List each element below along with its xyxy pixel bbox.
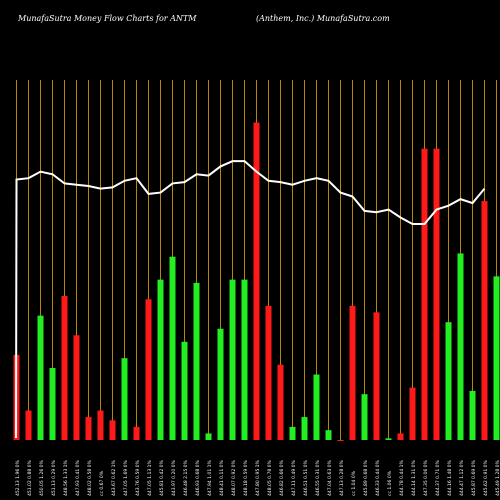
bar: [361, 394, 368, 440]
bar: [481, 201, 488, 440]
bar: [73, 335, 80, 440]
x-tick-label: 447.05 1.13 1%: [147, 460, 153, 496]
x-tick-label: cc 0.67 0%: [99, 470, 105, 496]
bar: [313, 374, 320, 440]
price-line: [15, 160, 486, 439]
x-tick-label: 447.13 0.28 0%: [339, 460, 345, 496]
x-tick-label: 444.47 1.12 0%: [459, 460, 465, 496]
bar: [301, 417, 308, 440]
bar: [337, 440, 344, 441]
bar: [181, 341, 188, 440]
x-tick-label: 448.05 0.78 0%: [267, 460, 273, 496]
bar: [193, 282, 200, 440]
x-tick-label: 446.82 0.66 0%: [279, 460, 285, 496]
x-tick-label: 447.05 1.69 0%: [123, 460, 129, 496]
x-tick-label: 444.16 1.48 0%: [447, 460, 453, 496]
x-tick-label: 446.93 0.68 0%: [195, 460, 201, 496]
bar: [145, 299, 152, 440]
x-tick-label: 447.35 0.06 0%: [423, 460, 429, 496]
bar: [289, 426, 296, 440]
x-tick-label: 443.67 0.62 1%: [111, 460, 117, 496]
x-tick-label: 451.13 0.29 0%: [51, 460, 57, 496]
bar: [241, 279, 248, 440]
bar: [385, 438, 392, 440]
x-tick-label: 446.48 2.15 0%: [183, 460, 189, 496]
bar: [253, 122, 260, 440]
bar: [445, 322, 452, 440]
bar: [37, 315, 44, 440]
bar: [397, 433, 404, 440]
x-tick-label: 446.55 0.31 0%: [315, 460, 321, 496]
bar: [493, 276, 500, 440]
x-tick-label: 445.62 0.91 0%: [483, 460, 489, 496]
chart-subtitle: (Anthem, Inc.) MunafaSutra.com: [256, 14, 390, 23]
x-tick-label: 447.94 1.01 1%: [207, 460, 213, 496]
bar: [229, 279, 236, 440]
x-tick-label: 447.04 0.63 0%: [327, 460, 333, 496]
x-tick-label: 443.76 0.59 0%: [135, 460, 141, 496]
bar: [457, 253, 464, 440]
x-tick-label: 451.02 0.88 0%: [27, 460, 33, 496]
bar: [469, 390, 476, 440]
bar: [265, 305, 272, 440]
x-tick-label: 447.93 0.41 0%: [75, 460, 81, 496]
x-tick-label: 444.37 0.71 0%: [435, 460, 441, 496]
x-tick-label: 452.13 1.96 0%: [15, 460, 21, 496]
x-tick-label: 444.14 1.31 0%: [411, 460, 417, 496]
bar: [97, 410, 104, 440]
x-tick-label: 445.87 0.69 0%: [471, 460, 477, 496]
bar: [121, 358, 128, 440]
x-tick-label: 448.07 0.92 0%: [231, 460, 237, 496]
bar: [25, 410, 32, 440]
bar: [133, 426, 140, 440]
x-tick-label: 446.51 0.51 0%: [303, 460, 309, 496]
bar: [325, 430, 332, 440]
bar: [61, 296, 68, 440]
x-tick-label: 445.49 1.28 0%: [495, 460, 500, 496]
x-tick-label: 450.05 1.26 0%: [39, 460, 45, 496]
bar: [349, 305, 356, 440]
x-tick-label: 445.81 0.42 0%: [159, 460, 165, 496]
bar: [409, 387, 416, 440]
bar: [109, 420, 116, 440]
x-tick-label: cc 1.04 0%: [351, 470, 357, 496]
x-tick-label: 448.18 0.59 0%: [243, 460, 249, 496]
x-tick-label: cc 1.06 0%: [387, 470, 393, 496]
x-tick-label: 448.56 1.33 1%: [63, 460, 69, 496]
bar: [169, 256, 176, 440]
bar: [277, 364, 284, 440]
bar: [373, 312, 380, 440]
x-tick-label: 446.33 0.44 0%: [375, 460, 381, 496]
bar: [217, 328, 224, 440]
bar: [433, 148, 440, 440]
bar: [421, 148, 428, 440]
x-tick-label: 443.97 0.20 0%: [171, 460, 177, 496]
x-tick-label: 448.02 0.58 0%: [87, 460, 93, 496]
bar: [49, 368, 56, 440]
bar: [205, 433, 212, 440]
bar: [157, 279, 164, 440]
x-tick-label: 447.80 0.95 1%: [255, 460, 261, 496]
bar: [85, 417, 92, 440]
x-tick-label: 448.41 0.11 0%: [219, 460, 225, 496]
x-tick-label: 445.89 0.68 0%: [363, 460, 369, 496]
x-tick-label: 444.78 0.44 1%: [399, 460, 405, 496]
chart-title: MunafaSutra Money Flow Charts for ANTM: [18, 14, 197, 23]
x-tick-label: 447.11 0.49 0%: [291, 460, 297, 496]
